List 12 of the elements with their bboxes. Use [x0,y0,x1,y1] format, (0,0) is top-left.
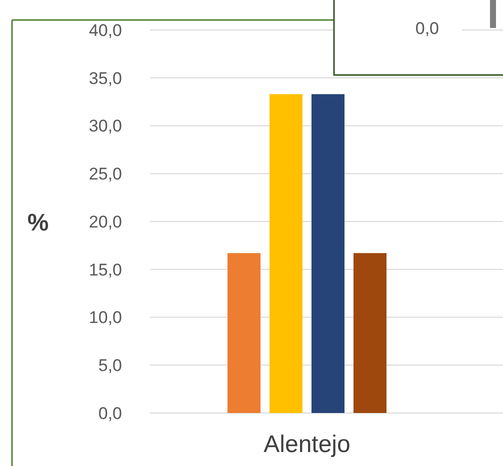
y-axis-title: % [27,209,49,236]
y-tick-label: 25,0 [88,164,122,184]
y-tick-label: 0,0 [98,404,122,423]
x-tick-label: Alentejo [264,431,350,458]
y-tick-label: 20,0 [88,212,122,232]
y-tick-label: 5,0 [98,356,122,376]
y-tick-label: 10,0 [88,308,122,328]
y-tick-label: 40,0 [88,20,122,40]
text: 0,0 [415,18,439,38]
y-tick-label: 30,0 [88,116,122,136]
y-tick-label: 15,0 [88,260,122,280]
y-tick-label: 35,0 [88,68,122,88]
